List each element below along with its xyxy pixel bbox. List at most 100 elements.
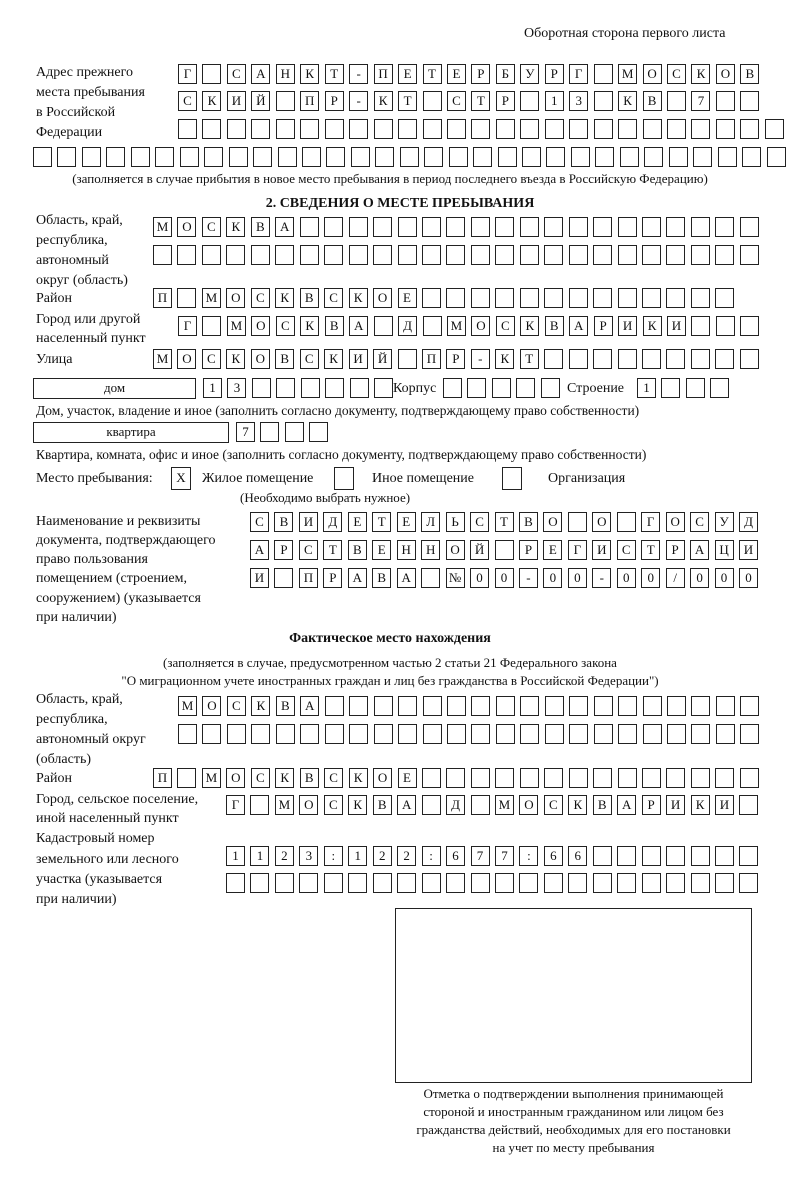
- char-cell[interactable]: П: [300, 91, 320, 111]
- char-cell[interactable]: [568, 349, 588, 369]
- char-cell[interactable]: [739, 846, 759, 866]
- char-cell[interactable]: Е: [398, 64, 418, 84]
- char-cell[interactable]: [226, 245, 246, 265]
- char-cell[interactable]: [226, 119, 246, 139]
- char-cell[interactable]: 2: [372, 846, 392, 866]
- char-cell[interactable]: [693, 147, 713, 167]
- char-cell[interactable]: Г: [178, 64, 197, 84]
- char-cell[interactable]: [324, 119, 344, 139]
- char-cell[interactable]: 2: [274, 846, 294, 866]
- char-cell[interactable]: Т: [324, 64, 344, 84]
- char-cell[interactable]: [421, 795, 441, 815]
- char-cell[interactable]: В: [642, 91, 662, 111]
- char-cell[interactable]: [422, 696, 442, 716]
- char-cell[interactable]: С: [324, 288, 344, 308]
- char-cell[interactable]: [569, 696, 589, 716]
- char-cell[interactable]: [350, 147, 370, 167]
- char-cell[interactable]: К: [690, 795, 710, 815]
- char-cell[interactable]: [519, 245, 539, 265]
- char-cell[interactable]: [568, 873, 588, 893]
- char-cell[interactable]: [710, 378, 730, 398]
- char-cell[interactable]: С: [446, 91, 466, 111]
- char-cell[interactable]: К: [495, 349, 515, 369]
- char-cell[interactable]: 3: [299, 846, 319, 866]
- char-cell[interactable]: Р: [593, 316, 613, 336]
- char-cell[interactable]: Г: [178, 316, 197, 336]
- char-cell[interactable]: [277, 147, 297, 167]
- char-cell[interactable]: [284, 422, 304, 442]
- char-cell[interactable]: [397, 245, 417, 265]
- char-cell[interactable]: О: [177, 349, 197, 369]
- char-cell[interactable]: [667, 696, 686, 716]
- char-cell[interactable]: [373, 119, 393, 139]
- char-cell[interactable]: [593, 724, 613, 744]
- char-cell[interactable]: С: [324, 768, 344, 788]
- char-cell[interactable]: Т: [422, 64, 442, 84]
- house-type-field[interactable]: дом: [33, 378, 196, 399]
- char-cell[interactable]: Р: [665, 540, 685, 560]
- char-cell[interactable]: 3: [569, 91, 589, 111]
- char-cell[interactable]: [470, 795, 490, 815]
- char-cell[interactable]: [520, 119, 540, 139]
- char-cell[interactable]: [715, 245, 735, 265]
- char-cell[interactable]: А: [690, 540, 710, 560]
- char-cell[interactable]: И: [666, 795, 686, 815]
- char-cell[interactable]: [593, 288, 613, 308]
- char-cell[interactable]: 1: [250, 846, 270, 866]
- char-cell[interactable]: [495, 768, 515, 788]
- char-cell[interactable]: К: [691, 64, 711, 84]
- char-cell[interactable]: И: [348, 349, 368, 369]
- char-cell[interactable]: [299, 873, 319, 893]
- char-cell[interactable]: Р: [495, 91, 515, 111]
- char-cell[interactable]: М: [274, 795, 294, 815]
- char-cell[interactable]: [544, 349, 564, 369]
- char-cell[interactable]: К: [642, 316, 662, 336]
- char-cell[interactable]: [202, 64, 222, 84]
- char-cell[interactable]: Е: [543, 540, 563, 560]
- char-cell[interactable]: А: [396, 568, 416, 588]
- char-cell[interactable]: Р: [471, 64, 491, 84]
- char-cell[interactable]: [348, 873, 368, 893]
- char-cell[interactable]: [519, 288, 539, 308]
- char-cell[interactable]: К: [568, 795, 588, 815]
- char-cell[interactable]: [740, 91, 760, 111]
- char-cell[interactable]: [324, 696, 344, 716]
- char-cell[interactable]: 0: [616, 568, 636, 588]
- char-cell[interactable]: [546, 147, 566, 167]
- char-cell[interactable]: К: [251, 696, 271, 716]
- char-cell[interactable]: [593, 91, 613, 111]
- char-cell[interactable]: [661, 378, 681, 398]
- char-cell[interactable]: Т: [519, 349, 539, 369]
- char-cell[interactable]: [520, 91, 540, 111]
- char-cell[interactable]: [106, 147, 126, 167]
- char-cell[interactable]: [691, 316, 711, 336]
- char-cell[interactable]: Е: [446, 64, 466, 84]
- char-cell[interactable]: [666, 349, 686, 369]
- char-cell[interactable]: Ь: [445, 512, 465, 532]
- char-cell[interactable]: №: [445, 568, 465, 588]
- char-cell[interactable]: [592, 873, 612, 893]
- char-cell[interactable]: О: [373, 768, 393, 788]
- char-cell[interactable]: [495, 245, 515, 265]
- char-cell[interactable]: [443, 378, 462, 398]
- char-cell[interactable]: [204, 147, 224, 167]
- char-cell[interactable]: [715, 91, 735, 111]
- char-cell[interactable]: [667, 724, 686, 744]
- char-cell[interactable]: [275, 245, 295, 265]
- char-cell[interactable]: 7: [236, 422, 255, 442]
- char-cell[interactable]: [226, 873, 245, 893]
- char-cell[interactable]: [739, 245, 759, 265]
- char-cell[interactable]: [422, 724, 442, 744]
- char-cell[interactable]: [616, 512, 636, 532]
- char-cell[interactable]: К: [202, 91, 222, 111]
- char-cell[interactable]: [690, 245, 710, 265]
- char-cell[interactable]: Т: [398, 91, 418, 111]
- char-cell[interactable]: [398, 119, 418, 139]
- char-cell[interactable]: [519, 217, 539, 237]
- char-cell[interactable]: И: [226, 91, 246, 111]
- char-cell[interactable]: В: [740, 64, 760, 84]
- char-cell[interactable]: [495, 696, 515, 716]
- char-cell[interactable]: [495, 288, 515, 308]
- char-cell[interactable]: В: [275, 696, 295, 716]
- char-cell[interactable]: И: [739, 540, 758, 560]
